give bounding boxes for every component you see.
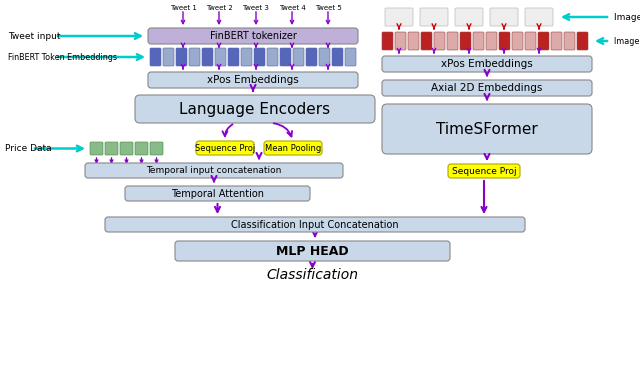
FancyBboxPatch shape [447, 32, 458, 50]
FancyBboxPatch shape [189, 48, 200, 66]
Text: Image input: Image input [614, 12, 640, 21]
FancyBboxPatch shape [395, 32, 406, 50]
Text: Tweet 3: Tweet 3 [243, 5, 269, 11]
FancyBboxPatch shape [215, 48, 226, 66]
FancyBboxPatch shape [264, 141, 322, 155]
FancyBboxPatch shape [512, 32, 523, 50]
FancyBboxPatch shape [196, 141, 254, 155]
FancyBboxPatch shape [564, 32, 575, 50]
FancyBboxPatch shape [525, 8, 553, 26]
FancyBboxPatch shape [490, 8, 518, 26]
FancyBboxPatch shape [135, 95, 375, 123]
FancyBboxPatch shape [486, 32, 497, 50]
Text: Tweet 2: Tweet 2 [205, 5, 232, 11]
FancyBboxPatch shape [105, 142, 118, 155]
FancyBboxPatch shape [267, 48, 278, 66]
FancyBboxPatch shape [551, 32, 562, 50]
Text: Image patch embeddings: Image patch embeddings [614, 37, 640, 46]
FancyBboxPatch shape [176, 48, 187, 66]
FancyBboxPatch shape [150, 48, 161, 66]
Text: Classification Input Concatenation: Classification Input Concatenation [231, 219, 399, 230]
Text: Tweet input: Tweet input [8, 32, 61, 40]
FancyBboxPatch shape [306, 48, 317, 66]
FancyBboxPatch shape [148, 72, 358, 88]
FancyBboxPatch shape [385, 8, 413, 26]
FancyBboxPatch shape [241, 48, 252, 66]
FancyBboxPatch shape [319, 48, 330, 66]
FancyBboxPatch shape [85, 163, 343, 178]
FancyBboxPatch shape [125, 186, 310, 201]
FancyBboxPatch shape [345, 48, 356, 66]
FancyBboxPatch shape [280, 48, 291, 66]
FancyBboxPatch shape [163, 48, 174, 66]
FancyBboxPatch shape [254, 48, 265, 66]
FancyBboxPatch shape [90, 142, 103, 155]
Text: Tweet 1: Tweet 1 [170, 5, 196, 11]
FancyBboxPatch shape [332, 48, 343, 66]
FancyBboxPatch shape [577, 32, 588, 50]
Text: Sequence Proj: Sequence Proj [452, 166, 516, 175]
FancyBboxPatch shape [382, 56, 592, 72]
FancyBboxPatch shape [434, 32, 445, 50]
FancyBboxPatch shape [105, 217, 525, 232]
Text: FinBERT Token Embeddings: FinBERT Token Embeddings [8, 53, 117, 61]
FancyBboxPatch shape [420, 8, 448, 26]
Text: Classification: Classification [266, 268, 358, 282]
FancyBboxPatch shape [202, 48, 213, 66]
Text: Tweet 4: Tweet 4 [278, 5, 305, 11]
FancyBboxPatch shape [382, 80, 592, 96]
Text: Temporal input concatenation: Temporal input concatenation [147, 166, 282, 175]
FancyBboxPatch shape [175, 241, 450, 261]
Text: Language Encoders: Language Encoders [179, 102, 331, 116]
Text: Tweet 5: Tweet 5 [315, 5, 341, 11]
FancyBboxPatch shape [421, 32, 432, 50]
FancyBboxPatch shape [499, 32, 510, 50]
FancyBboxPatch shape [460, 32, 471, 50]
Text: Sequence Proj: Sequence Proj [195, 144, 255, 152]
FancyBboxPatch shape [408, 32, 419, 50]
FancyBboxPatch shape [228, 48, 239, 66]
FancyBboxPatch shape [293, 48, 304, 66]
FancyBboxPatch shape [538, 32, 549, 50]
Text: Price Data: Price Data [5, 144, 52, 153]
FancyBboxPatch shape [120, 142, 133, 155]
FancyBboxPatch shape [525, 32, 536, 50]
Text: xPos Embeddings: xPos Embeddings [441, 59, 533, 69]
Text: Mean Pooling: Mean Pooling [265, 144, 321, 152]
FancyBboxPatch shape [382, 104, 592, 154]
FancyBboxPatch shape [150, 142, 163, 155]
Text: FinBERT tokenizer: FinBERT tokenizer [209, 31, 296, 41]
FancyBboxPatch shape [448, 164, 520, 178]
Text: Axial 2D Embeddings: Axial 2D Embeddings [431, 83, 543, 93]
Text: MLP HEAD: MLP HEAD [276, 245, 349, 258]
Text: Temporal Attention: Temporal Attention [171, 189, 264, 198]
Text: xPos Embeddings: xPos Embeddings [207, 75, 299, 85]
FancyBboxPatch shape [473, 32, 484, 50]
FancyBboxPatch shape [135, 142, 148, 155]
Text: TimeSFormer: TimeSFormer [436, 121, 538, 137]
FancyBboxPatch shape [382, 32, 393, 50]
FancyBboxPatch shape [455, 8, 483, 26]
FancyBboxPatch shape [148, 28, 358, 44]
